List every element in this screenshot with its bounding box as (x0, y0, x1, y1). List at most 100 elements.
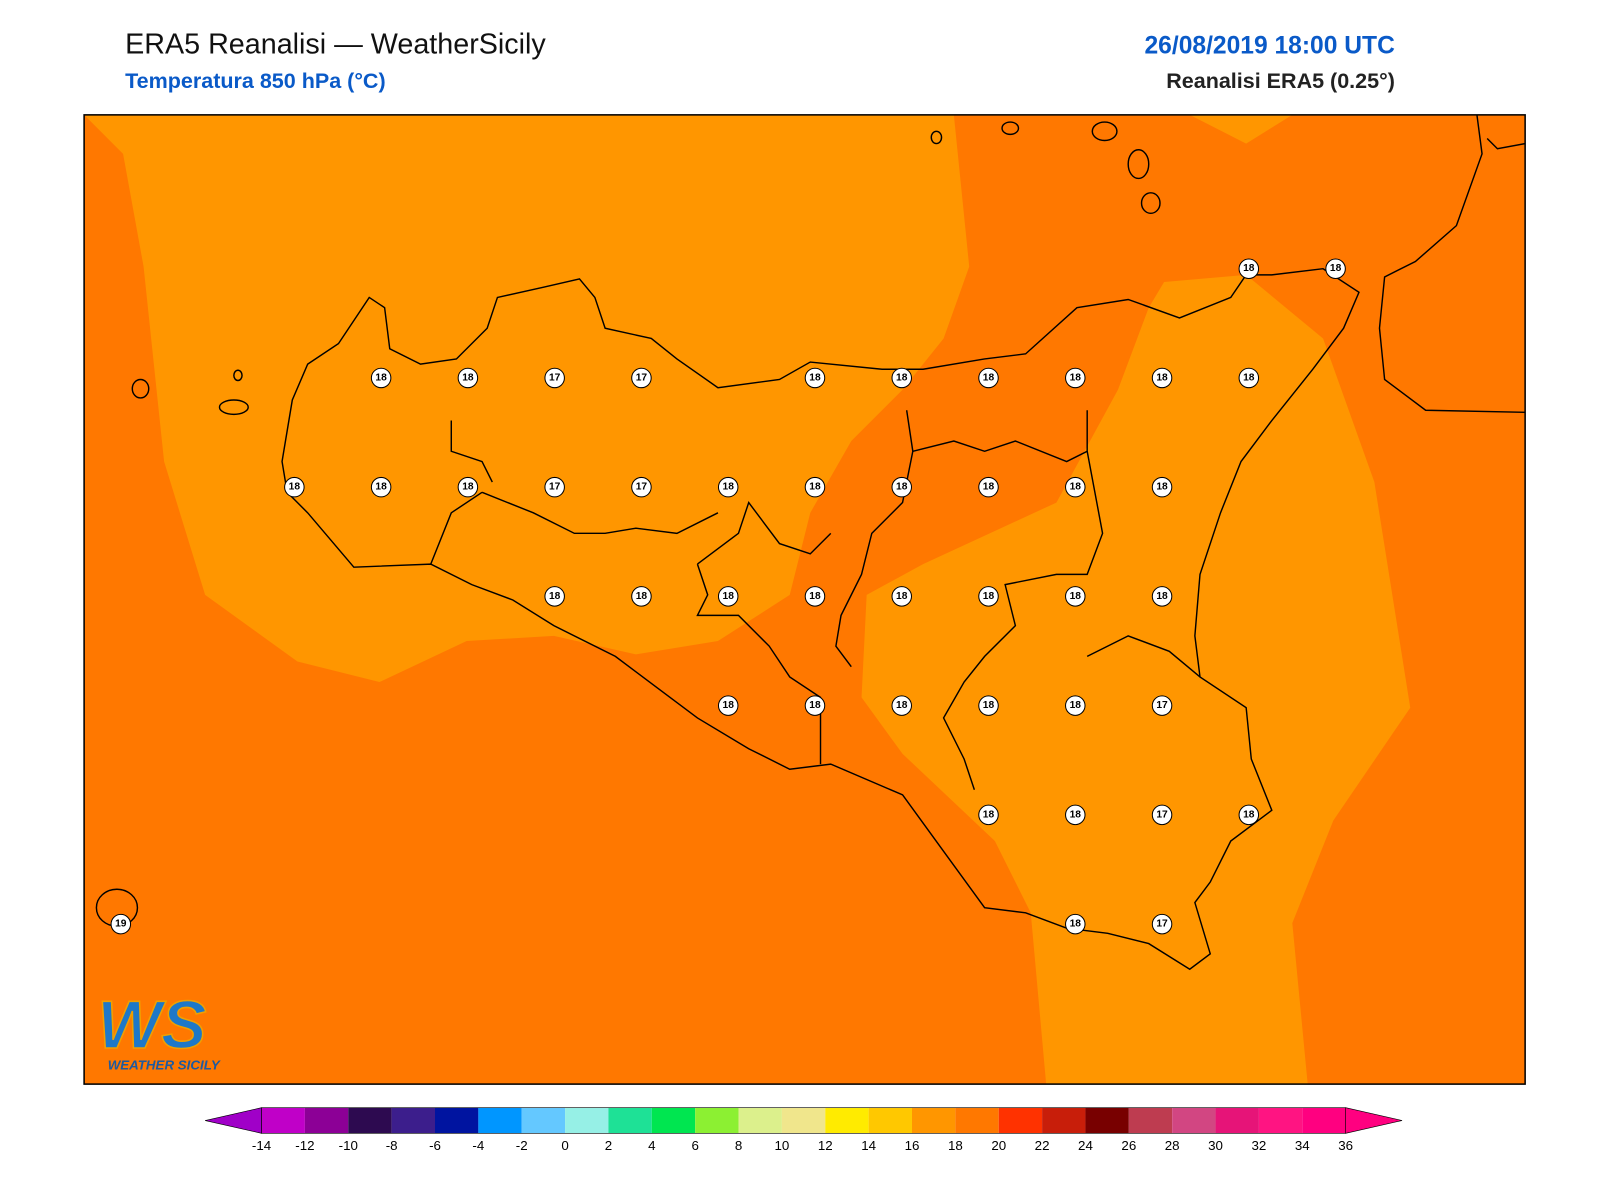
colorbar-tick-label: 6 (691, 1138, 698, 1153)
station-value: 18 (896, 482, 908, 493)
colorbar-tick-label: 36 (1338, 1138, 1353, 1153)
station-marker (1325, 258, 1346, 279)
stations: 18 18 18 18 17 17 18 18 18 18 18 18 18 18 18 17 17 18 18 18… (110, 258, 1346, 935)
station-value: 18 (1070, 482, 1082, 493)
station-value: 18 (896, 372, 908, 383)
colorbar-segment (868, 1107, 912, 1134)
station-value: 18 (809, 700, 821, 711)
station-value: 18 (289, 482, 301, 493)
station-marker (1151, 586, 1173, 607)
station-value: 18 (1156, 372, 1168, 383)
station-marker (370, 367, 392, 389)
colorbar-tick-label: 10 (774, 1138, 789, 1153)
station-marker (457, 367, 479, 389)
source: Reanalisi ERA5 (0.25°) (1166, 69, 1395, 93)
colorbar-segment (738, 1107, 782, 1134)
station-value: 18 (983, 482, 995, 493)
station-marker (544, 367, 565, 389)
station-value: 18 (375, 372, 387, 383)
colorbar-tick-label: 34 (1295, 1138, 1310, 1153)
title: ERA5 Reanalisi — WeatherSicily (125, 28, 546, 60)
station-value: 18 (983, 372, 995, 383)
station-value: 17 (636, 482, 648, 493)
station-value: 18 (462, 372, 474, 383)
colorbar: -14 -12 -10 -8 -6 -4 -2 0 2 4 6 8 10 12 14 16 18 20 22 24 26… (205, 1107, 1403, 1153)
station-value: 18 (896, 591, 908, 602)
station-marker (1151, 804, 1173, 826)
colorbar-segment (998, 1107, 1043, 1134)
station-marker (631, 476, 652, 498)
colorbar-segment (1085, 1107, 1129, 1134)
colorbar-tick-label: 26 (1121, 1138, 1136, 1153)
colorbar-tick-label: 30 (1208, 1138, 1223, 1153)
colorbar-tick-label: 12 (818, 1138, 833, 1153)
colorbar-tick-label: -10 (339, 1138, 358, 1153)
station-marker (1151, 913, 1173, 935)
colorbar-segment (608, 1107, 652, 1134)
logo-name: WEATHER SICILY (108, 1058, 221, 1073)
station-value: 19 (115, 919, 127, 930)
station-value: 18 (983, 591, 995, 602)
station-marker (717, 695, 739, 716)
colorbar-tick-label: 16 (905, 1138, 920, 1153)
colorbar-under (205, 1107, 262, 1134)
station-value: 17 (549, 482, 561, 493)
colorbar-tick-label: 24 (1078, 1138, 1093, 1153)
station-marker (891, 367, 913, 389)
colorbar-tick-label: -12 (295, 1138, 314, 1153)
station-value: 18 (375, 482, 387, 493)
colorbar-segment (434, 1107, 479, 1134)
station-marker (544, 476, 565, 498)
station-value: 18 (549, 591, 561, 602)
station-marker (891, 476, 913, 498)
station-value: 18 (809, 591, 821, 602)
colorbar-over (1345, 1107, 1403, 1134)
station-marker (804, 586, 826, 607)
colorbar-segment (912, 1107, 956, 1134)
station-marker (978, 695, 999, 716)
date: 26/08/2019 18:00 UTC (1144, 32, 1395, 59)
station-value: 18 (1070, 919, 1082, 930)
colorbar-segment (825, 1107, 869, 1134)
station-marker (1238, 367, 1260, 389)
colorbar-segment (478, 1107, 522, 1134)
station-value: 18 (1070, 809, 1082, 820)
field-cool (861, 274, 1411, 1085)
field-cool (84, 114, 970, 683)
station-value: 18 (1330, 263, 1342, 274)
colorbar-segment (391, 1107, 435, 1134)
station-marker (1065, 476, 1086, 498)
colorbar-segment (1258, 1107, 1303, 1134)
station-marker (631, 586, 652, 607)
station-marker (978, 586, 999, 607)
station-value: 17 (549, 372, 561, 383)
station-marker (978, 476, 999, 498)
station-marker (1151, 476, 1173, 498)
colorbar-segment (781, 1107, 826, 1134)
station-marker (1238, 804, 1260, 826)
station-value: 18 (1243, 809, 1255, 820)
colorbar-tick-label: 2 (605, 1138, 612, 1153)
station-marker (631, 367, 652, 389)
station-marker (891, 586, 913, 607)
station-marker (978, 804, 999, 826)
station-marker (544, 586, 565, 607)
station-marker (1238, 258, 1260, 279)
subtitle: Temperatura 850 hPa (°C) (125, 69, 386, 93)
map-frame (83, 114, 1526, 1085)
colorbar-segment (1215, 1107, 1259, 1134)
station-marker (1065, 367, 1086, 389)
colorbar-outline (261, 1107, 1346, 1134)
station-marker (804, 695, 826, 716)
station-value: 18 (1156, 482, 1168, 493)
colorbar-tick-label: -6 (429, 1138, 441, 1153)
colorbar-tick-label: 20 (991, 1138, 1006, 1153)
station-marker (1065, 804, 1086, 826)
station-value: 17 (1156, 919, 1168, 930)
logo: WS WEATHER SICILY (97, 987, 221, 1073)
station-value: 18 (809, 372, 821, 383)
colorbar-segment (1302, 1107, 1346, 1134)
colorbar-tick-label: 14 (861, 1138, 876, 1153)
station-value: 18 (896, 700, 908, 711)
